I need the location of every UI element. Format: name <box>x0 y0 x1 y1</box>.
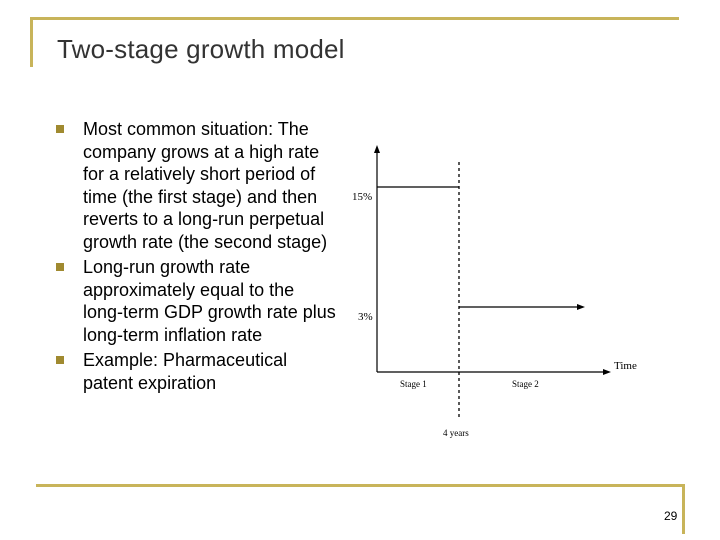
low-growth-arrowhead-icon <box>577 304 585 310</box>
low-rate-label: 3% <box>358 311 373 323</box>
square-bullet-icon <box>56 263 64 271</box>
time-axis-label: Time <box>614 360 637 372</box>
bullet-item: Example: Pharmaceutical patent expiratio… <box>56 349 336 394</box>
time-axis-arrowhead-icon <box>603 369 611 375</box>
bullet-list: Most common situation: The company grows… <box>56 118 336 397</box>
bullet-text: Example: Pharmaceutical patent expiratio… <box>83 350 288 393</box>
stage2-label: Stage 2 <box>512 379 539 389</box>
page-number: 29 <box>664 509 678 523</box>
square-bullet-icon <box>56 356 64 364</box>
growth-axis-arrowhead-icon <box>374 145 380 153</box>
slide-title: Two-stage growth model <box>57 34 345 64</box>
frame-bottom-line <box>36 484 685 487</box>
frame-right-line <box>682 484 685 534</box>
stage1-label: Stage 1 <box>400 379 427 389</box>
boundary-label: 4 years <box>443 428 469 438</box>
bullet-text: Long-run growth rate approximately equal… <box>83 257 336 345</box>
frame-top-line <box>30 17 679 20</box>
square-bullet-icon <box>56 125 64 133</box>
bullet-item: Long-run growth rate approximately equal… <box>56 256 336 346</box>
bullet-item: Most common situation: The company grows… <box>56 118 336 253</box>
high-rate-label: 15% <box>352 191 372 203</box>
frame-left-line <box>30 17 33 67</box>
bullet-text: Most common situation: The company grows… <box>83 119 328 252</box>
